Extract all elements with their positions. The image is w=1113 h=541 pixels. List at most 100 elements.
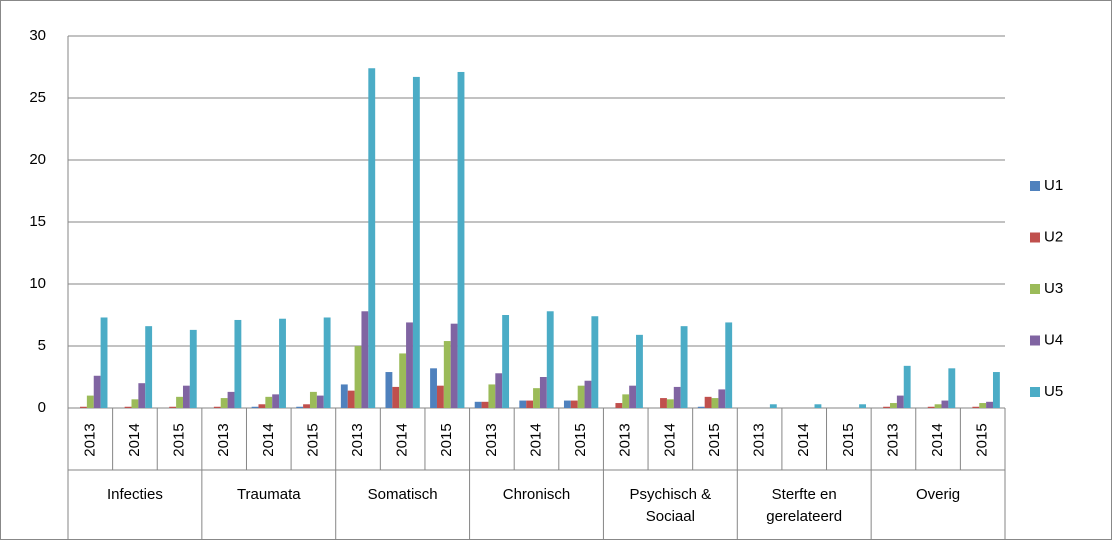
bar [979,403,987,408]
bar [680,326,688,408]
bar [131,399,139,408]
bar [481,401,489,408]
bar [711,398,719,408]
bar [234,319,242,408]
group-label: Somatisch [367,486,438,503]
bar [660,398,667,408]
bar [406,322,413,408]
bar [340,384,348,408]
x-tick-label: 2015 [706,423,723,456]
y-tick-label: 0 [38,399,46,416]
bar [814,404,822,408]
bar [992,372,1000,408]
bar [896,395,904,408]
x-tick-label: 2013 [617,423,634,456]
bar [570,400,578,408]
bar [309,391,317,408]
bar [941,400,949,408]
bar [251,406,259,408]
bar [399,353,407,408]
group-label: Overig [915,486,961,503]
x-tick-label: 2014 [260,423,277,456]
bar [169,406,177,408]
bar [673,386,681,408]
legend-swatch [1030,335,1040,346]
group-label: Traumata [236,486,301,503]
bar [577,385,585,408]
x-tick-label: 2014 [126,423,143,456]
bar [629,385,637,408]
bar [100,317,108,408]
legend-label: U2 [1044,228,1063,245]
bar [883,406,891,408]
bar [443,341,451,408]
x-tick-label: 2015 [304,423,321,456]
bar [890,403,897,408]
bar [265,396,273,408]
y-tick-label: 25 [29,89,46,106]
bar [347,390,355,408]
bar [430,368,437,408]
x-tick-label: 2014 [661,423,678,456]
bar [279,318,286,408]
y-tick-label: 5 [38,337,46,354]
bar [450,323,458,408]
group-label: Sterfte en gerelateerd [766,486,843,525]
bar [972,406,980,408]
bar [859,404,866,408]
bar [584,380,592,408]
bar [412,76,420,409]
legend-swatch [1030,387,1040,397]
bar [563,400,571,408]
bar [502,315,510,408]
bar [769,404,777,408]
x-tick-label: 2015 [572,423,589,456]
legend-label: U1 [1044,177,1063,194]
bar [145,326,153,408]
bar [80,406,87,408]
legend-label: U5 [1044,383,1063,400]
bar [272,394,280,408]
bar [474,401,482,408]
bar [519,400,527,408]
bar [615,403,623,408]
bar [316,395,324,408]
bar [220,398,228,408]
bar [622,394,630,408]
bar [354,346,362,408]
x-tick-label: 2015 [438,423,455,456]
bar [488,384,496,408]
bar [457,71,465,409]
bar [934,404,942,408]
bar [385,372,393,408]
bar [392,386,400,408]
bar [296,406,304,408]
x-tick-label: 2013 [349,423,366,456]
bar [546,311,554,408]
x-tick-label: 2013 [483,423,500,456]
bar [227,391,235,408]
y-tick-label: 30 [29,27,46,44]
y-tick-label: 20 [29,151,46,168]
x-tick-label: 2014 [929,423,946,456]
x-tick-label: 2014 [527,423,544,456]
x-tick-label: 2013 [81,423,98,456]
bar [436,385,444,408]
bar [303,404,310,408]
bar [591,316,599,408]
x-tick-label: 2015 [840,423,857,456]
bar [138,383,146,408]
legend-swatch [1030,181,1040,191]
x-tick-label: 2013 [884,423,901,456]
bar [189,329,197,408]
group-label: Psychisch & Sociaal [629,486,712,525]
bar [533,388,540,408]
x-tick-label: 2013 [215,423,232,456]
x-tick-label: 2013 [751,423,768,456]
group-label: Infecties [106,486,163,503]
bar [526,400,534,408]
x-tick-label: 2015 [171,423,188,456]
bar [704,396,712,408]
bar [948,368,956,408]
